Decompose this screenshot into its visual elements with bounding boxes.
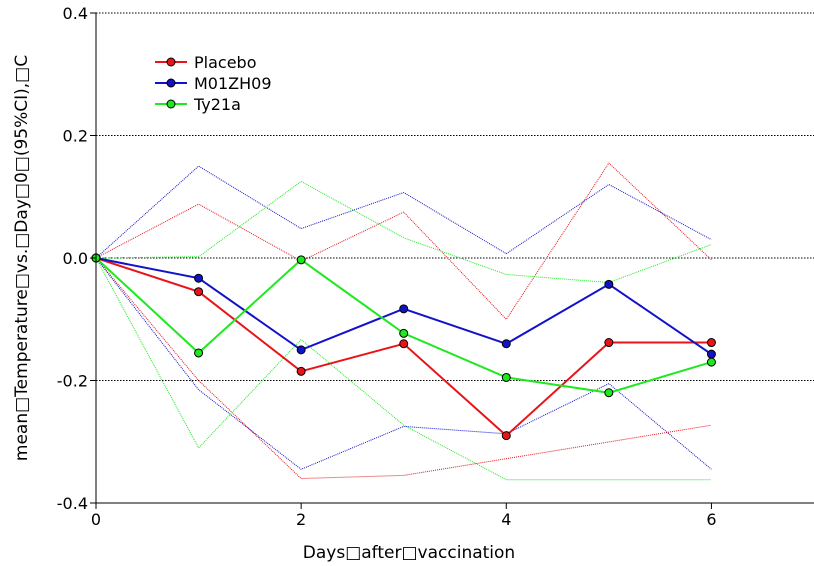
m01zh09-point-3	[399, 304, 409, 314]
m01zh09-lower-ci-line	[95, 257, 712, 470]
placebo-legend-label: Placebo	[194, 53, 256, 72]
placebo-point-2	[296, 366, 306, 376]
y-tick-label-1: -0.2	[57, 372, 88, 391]
y-tick-label-0: -0.4	[57, 494, 88, 513]
ty21a-point-4	[501, 372, 511, 382]
ty21a-point-5	[604, 388, 614, 398]
m01zh09-legend-marker	[166, 78, 176, 88]
ty21a-mean-line	[95, 257, 712, 394]
axes: -0.4 -0.2 0.0 0.2 0.4 0 2 4 6	[57, 4, 814, 529]
ty21a-point-2	[296, 255, 306, 265]
placebo-point-1	[194, 287, 204, 297]
y-tick-label-3: 0.2	[63, 127, 88, 146]
ty21a-legend-marker	[166, 99, 176, 109]
x-tick-label-3: 6	[706, 510, 716, 529]
mean-lines	[91, 253, 716, 441]
y-axis-title: mean□Temperature□vs.□Day□0□(95%CI),□C	[12, 55, 32, 461]
placebo-point-3	[399, 339, 409, 349]
m01zh09-upper-ci-line	[95, 165, 712, 259]
m01zh09-point-2	[296, 345, 306, 355]
m01zh09-point-4	[501, 339, 511, 349]
placebo-point-5	[604, 338, 614, 348]
x-tick-label-2: 4	[501, 510, 511, 529]
placebo-lower-ci-line	[95, 257, 712, 480]
y-tick-label-2: 0.0	[63, 249, 88, 268]
m01zh09-point-1	[194, 273, 204, 283]
x-tick-label-0: 0	[91, 510, 101, 529]
x-tick-label-1: 2	[296, 510, 306, 529]
placebo-legend-marker	[166, 57, 176, 67]
ty21a-point-3	[399, 328, 409, 338]
ty21a-legend-label: Ty21a	[193, 95, 241, 114]
ty21a-point-1	[194, 348, 204, 358]
gridlines	[96, 12, 814, 381]
legend: Placebo M01ZH09 Ty21a	[155, 53, 272, 114]
m01zh09-point-6	[706, 349, 716, 359]
ty21a-lower-ci-line	[95, 257, 712, 481]
ty21a-upper-ci-line	[95, 180, 712, 284]
confidence-interval-lines	[95, 162, 712, 481]
m01zh09-legend-label: M01ZH09	[194, 74, 272, 93]
y-tick-label-4: 0.4	[63, 4, 88, 23]
ty21a-point-6	[706, 357, 716, 367]
x-axis-title: Days□after□vaccination	[303, 543, 515, 563]
placebo-upper-ci-line	[95, 162, 712, 321]
placebo-point-6	[706, 338, 716, 348]
placebo-point-4	[501, 431, 511, 441]
m01zh09-point-5	[604, 279, 614, 289]
